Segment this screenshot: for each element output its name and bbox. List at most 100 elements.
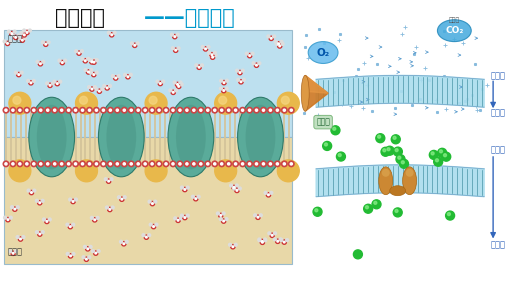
Circle shape — [176, 84, 181, 89]
Circle shape — [87, 107, 92, 113]
Circle shape — [256, 64, 257, 66]
Circle shape — [148, 234, 151, 237]
Circle shape — [73, 201, 74, 202]
Circle shape — [3, 40, 6, 43]
Circle shape — [83, 59, 87, 63]
Circle shape — [183, 215, 187, 220]
Circle shape — [66, 223, 69, 226]
Circle shape — [9, 160, 31, 182]
Circle shape — [112, 75, 114, 78]
Circle shape — [258, 238, 261, 241]
Circle shape — [66, 161, 71, 167]
Circle shape — [158, 109, 160, 111]
Circle shape — [281, 96, 289, 104]
Circle shape — [333, 127, 336, 130]
FancyBboxPatch shape — [4, 30, 293, 137]
Circle shape — [212, 56, 213, 58]
Circle shape — [95, 109, 97, 111]
Circle shape — [219, 96, 227, 104]
Circle shape — [172, 91, 174, 93]
Circle shape — [269, 163, 272, 165]
Circle shape — [207, 109, 209, 111]
Circle shape — [237, 78, 240, 81]
Circle shape — [268, 107, 273, 113]
Circle shape — [376, 134, 385, 143]
Circle shape — [226, 79, 228, 82]
Circle shape — [353, 250, 363, 259]
Circle shape — [86, 258, 87, 260]
Circle shape — [269, 36, 273, 40]
Circle shape — [41, 199, 44, 202]
Circle shape — [156, 107, 162, 113]
Circle shape — [11, 206, 13, 209]
Circle shape — [105, 86, 110, 90]
Circle shape — [232, 246, 234, 248]
Ellipse shape — [98, 97, 144, 177]
Circle shape — [19, 109, 21, 111]
Circle shape — [80, 96, 88, 104]
Circle shape — [208, 54, 211, 57]
Circle shape — [38, 161, 44, 167]
Circle shape — [24, 161, 29, 167]
Circle shape — [285, 239, 288, 242]
Circle shape — [247, 107, 252, 113]
Circle shape — [279, 238, 282, 241]
Circle shape — [47, 163, 49, 165]
Circle shape — [13, 30, 16, 33]
Circle shape — [178, 86, 179, 87]
Circle shape — [55, 82, 59, 86]
Circle shape — [42, 60, 45, 63]
Circle shape — [249, 55, 250, 56]
Circle shape — [186, 214, 189, 217]
Circle shape — [213, 163, 216, 165]
Circle shape — [45, 219, 49, 223]
Circle shape — [18, 74, 20, 75]
Circle shape — [103, 85, 106, 87]
Circle shape — [135, 161, 141, 167]
Circle shape — [12, 253, 14, 254]
Circle shape — [254, 107, 259, 113]
Circle shape — [232, 185, 236, 190]
Circle shape — [31, 107, 37, 113]
Circle shape — [248, 109, 250, 111]
Circle shape — [12, 109, 14, 111]
Circle shape — [30, 82, 32, 84]
Circle shape — [38, 107, 44, 113]
Circle shape — [146, 236, 147, 238]
Circle shape — [225, 218, 228, 221]
Text: 知识回顾: 知识回顾 — [55, 8, 104, 28]
Circle shape — [51, 82, 54, 85]
Ellipse shape — [168, 97, 214, 177]
Circle shape — [198, 66, 200, 68]
Circle shape — [280, 40, 283, 43]
Circle shape — [91, 250, 94, 253]
Circle shape — [116, 163, 119, 165]
Circle shape — [387, 148, 390, 151]
Circle shape — [26, 163, 28, 165]
Circle shape — [186, 186, 189, 189]
Circle shape — [14, 208, 16, 210]
Circle shape — [213, 109, 216, 111]
Circle shape — [269, 109, 272, 111]
Circle shape — [90, 69, 93, 72]
Circle shape — [8, 30, 10, 33]
Circle shape — [240, 81, 242, 83]
Circle shape — [203, 47, 208, 51]
Text: CO₂: CO₂ — [445, 26, 463, 35]
Circle shape — [38, 232, 42, 236]
Circle shape — [107, 31, 111, 34]
Circle shape — [281, 161, 287, 167]
Circle shape — [240, 107, 245, 113]
Text: 低浓度: 低浓度 — [490, 240, 505, 249]
Circle shape — [26, 32, 28, 33]
Circle shape — [219, 161, 225, 167]
Circle shape — [73, 107, 79, 113]
Circle shape — [97, 89, 101, 93]
Circle shape — [221, 109, 223, 111]
Circle shape — [156, 80, 159, 83]
Circle shape — [258, 239, 261, 242]
Circle shape — [93, 86, 96, 89]
Circle shape — [160, 83, 161, 84]
Circle shape — [116, 109, 119, 111]
Circle shape — [235, 163, 237, 165]
